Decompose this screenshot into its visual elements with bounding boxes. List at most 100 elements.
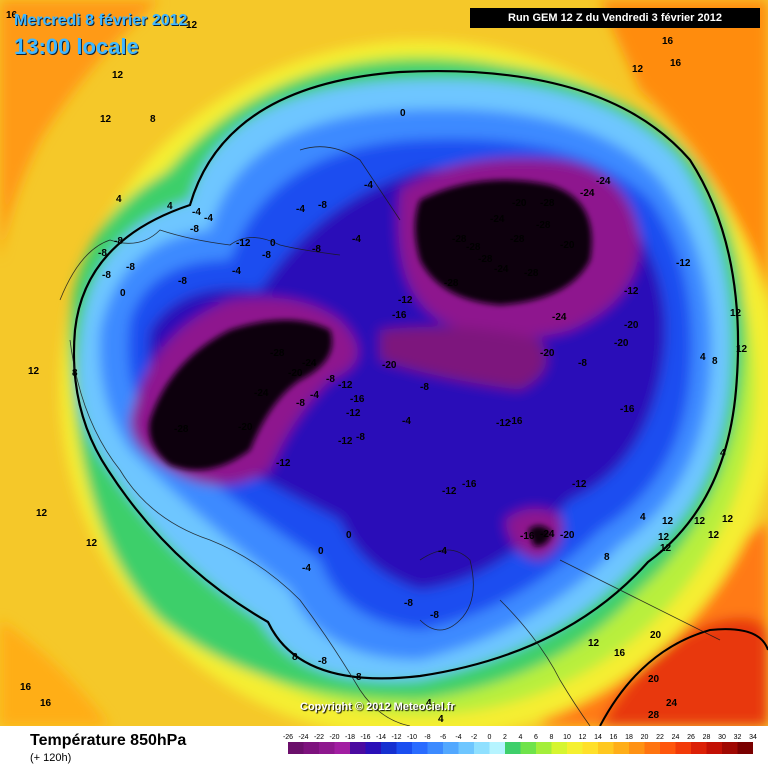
isotherm-value-label: -24 (596, 176, 611, 187)
isotherm-value-label: -24 (494, 264, 509, 275)
legend-tick-label: 22 (656, 734, 664, 741)
isotherm-value-label: 4 (426, 698, 432, 709)
isotherm-value-label: 8 (292, 652, 298, 663)
isotherm-value-label: -20 (288, 368, 303, 379)
isotherm-value-label: 16 (662, 36, 674, 47)
twenty-isotherm-line (599, 628, 768, 726)
isotherm-value-label: -20 (624, 320, 639, 331)
isotherm-value-label: 12 (36, 508, 48, 519)
isotherm-value-label: 8 (356, 672, 362, 683)
isotherm-value-label: -8 (430, 610, 439, 621)
model-run-label: Run GEM 12 Z du Vendredi 3 février 2012 (470, 8, 760, 28)
legend-color-swatch (505, 742, 521, 754)
isotherm-value-label: 0 (318, 546, 324, 557)
isotherm-value-label: -8 (126, 262, 135, 273)
isotherm-value-label: -4 (402, 416, 411, 427)
isotherm-value-label: -8 (420, 382, 429, 393)
legend-color-swatch (722, 742, 738, 754)
isotherm-value-label: -24 (490, 214, 505, 225)
isotherm-value-label: -8 (178, 276, 187, 287)
isotherm-value-label: 4 (438, 714, 444, 725)
isotherm-value-label: -12 (338, 380, 353, 391)
isotherm-value-label: 8 (72, 368, 78, 379)
isotherm-value-label: 0 (346, 530, 352, 541)
legend-tick-label: -6 (440, 734, 446, 741)
isotherm-value-label: -28 (536, 220, 551, 231)
isotherm-value-label: -12 (442, 486, 457, 497)
legend-tick-label: 18 (625, 734, 633, 741)
legend-tick-label: 30 (718, 734, 726, 741)
isotherm-value-label: -8 (356, 432, 365, 443)
isotherm-value-label: 24 (666, 698, 678, 709)
isotherm-value-label: -12 (624, 286, 639, 297)
isotherm-value-label: 4 (700, 352, 706, 363)
legend-color-swatch (598, 742, 614, 754)
variable-title: Température 850hPa (30, 732, 187, 749)
isotherm-value-label: -12 (276, 458, 291, 469)
legend-tick-label: -2 (471, 734, 477, 741)
isotherm-value-label: -12 (572, 479, 587, 490)
isotherm-value-label: -20 (512, 198, 527, 209)
legend-color-swatch (334, 742, 350, 754)
isotherm-value-label: -12 (398, 295, 413, 306)
isotherm-value-label: 0 (270, 238, 276, 249)
isotherm-value-label: -28 (270, 348, 285, 359)
isotherm-value-label: -24 (254, 388, 269, 399)
isotherm-value-label: 12 (100, 114, 112, 125)
isotherm-value-label: -4 (352, 234, 361, 245)
legend-tick-label: 12 (579, 734, 587, 741)
isotherm-value-label: -24 (302, 358, 317, 369)
legend-tick-label: 32 (734, 734, 742, 741)
legend-tick-label: -8 (424, 734, 430, 741)
isotherm-value-label: -4 (302, 563, 311, 574)
legend-tick-label: -14 (376, 734, 386, 741)
isotherm-value-label: -8 (404, 598, 413, 609)
legend-color-swatch (737, 742, 753, 754)
isotherm-value-label: -16 (462, 479, 477, 490)
isotherm-value-label: 12 (736, 344, 748, 355)
isotherm-value-label: 12 (662, 516, 674, 527)
isotherm-value-label: -20 (382, 360, 397, 371)
legend-color-swatch (629, 742, 645, 754)
legend-tick-label: -4 (455, 734, 461, 741)
isotherm-value-label: -20 (540, 348, 555, 359)
isotherm-value-label: 8 (604, 552, 610, 563)
legend-color-swatch (288, 742, 304, 754)
legend-tick-label: 20 (641, 734, 649, 741)
isotherm-value-label: 12 (186, 20, 198, 31)
isotherm-value-label: -4 (232, 266, 241, 277)
isotherm-value-label: -8 (318, 656, 327, 667)
isotherm-value-label: 12 (708, 530, 720, 541)
legend-tick-label: 14 (594, 734, 602, 741)
isotherm-value-label: 12 (730, 308, 742, 319)
isotherm-value-label: -12 (236, 238, 251, 249)
isotherm-value-label: 16 (614, 648, 626, 659)
isotherm-value-label: -20 (560, 530, 575, 541)
legend-color-swatch (458, 742, 474, 754)
isotherm-value-label: -4 (192, 207, 201, 218)
isotherm-value-label: -16 (520, 531, 535, 542)
isotherm-value-label: -16 (508, 416, 523, 427)
legend-tick-label: 24 (672, 734, 680, 741)
isotherm-value-label: -20 (560, 240, 575, 251)
legend-tick-label: 26 (687, 734, 695, 741)
isotherm-value-label: -28 (478, 254, 493, 265)
isotherm-value-label: -12 (496, 418, 511, 429)
isotherm-value-label: 16 (20, 682, 32, 693)
isotherm-value-label: 4 (116, 194, 122, 205)
isotherm-value-label: -12 (346, 408, 361, 419)
legend-tick-label: -18 (345, 734, 355, 741)
legend-tick-label: -26 (283, 734, 293, 741)
legend-tick-label: -16 (360, 734, 370, 741)
legend-color-swatch (551, 742, 567, 754)
color-scale-legend: -26 -24 -22 -20 -18 -16 -14 -12 -10 -8 -6 -4 -2 0 2 4 6 8… (283, 734, 757, 754)
isotherm-value-label: -8 (318, 200, 327, 211)
lead-time: (+ 120h) (30, 752, 72, 764)
legend-color-swatch (381, 742, 397, 754)
isotherm-value-label: -28 (524, 268, 539, 279)
isotherm-value-label: -28 (510, 234, 525, 245)
isotherm-value-label: 4 (640, 512, 646, 523)
isotherm-value-label: -4 (296, 204, 305, 215)
isotherm-value-label: -28 (444, 278, 459, 289)
